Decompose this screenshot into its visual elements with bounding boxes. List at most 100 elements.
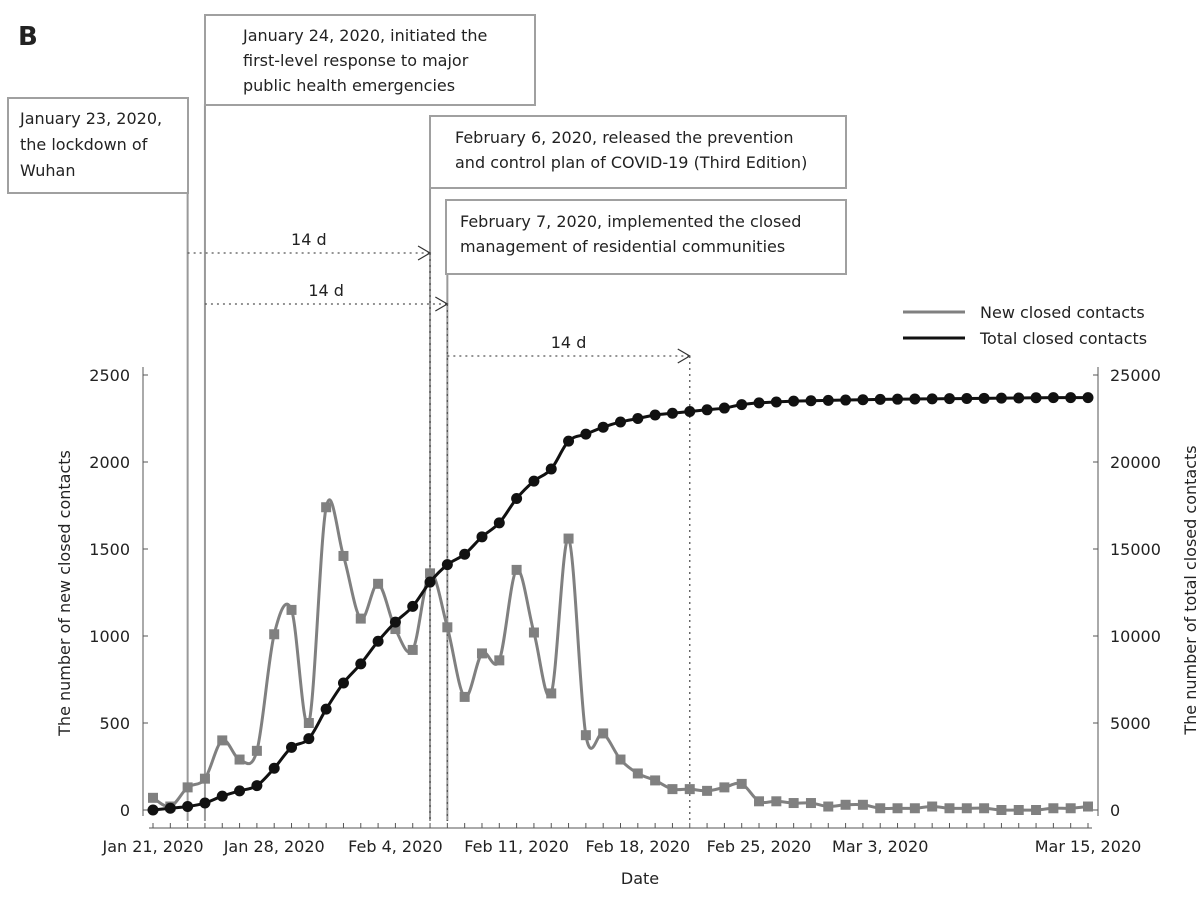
new-closed-contacts-point: [148, 792, 158, 803]
total-closed-contacts-point: [1013, 392, 1025, 404]
left-tick-label: 2000: [89, 453, 130, 472]
new-closed-contacts-point: [303, 718, 314, 728]
x-tick-label: Feb 18, 2020: [585, 837, 690, 856]
new-closed-contacts-point: [944, 803, 955, 814]
total-closed-contacts-point: [978, 392, 990, 404]
event-text: Wuhan: [20, 161, 75, 180]
new-closed-contacts-point: [961, 803, 972, 814]
total-closed-contacts-point: [511, 493, 523, 505]
new-closed-contacts-point: [650, 775, 661, 786]
total-closed-contacts-point: [1047, 392, 1059, 404]
new-closed-contacts-point: [857, 799, 868, 810]
x-axis-title: Date: [621, 869, 659, 888]
new-closed-contacts-point: [788, 798, 799, 809]
new-closed-contacts-point: [182, 782, 193, 793]
legend-label-total-closed-contacts: Total closed contacts: [979, 329, 1147, 348]
x-tick-label: Jan 28, 2020: [223, 837, 325, 856]
new-closed-contacts-point: [615, 754, 626, 765]
new-closed-contacts-point: [979, 803, 990, 814]
total-closed-contacts-point: [632, 413, 644, 424]
new-closed-contacts-point: [632, 768, 643, 779]
left-tick-label: 1000: [89, 627, 130, 646]
right-tick-label: 15000: [1110, 540, 1161, 559]
new-closed-contacts-point: [476, 648, 487, 659]
event-text: January 24, 2020, initiated the: [242, 26, 487, 45]
total-closed-contacts-point: [372, 635, 384, 647]
event-text: public health emergencies: [243, 76, 455, 95]
new-closed-contacts-point: [234, 754, 245, 765]
total-closed-contacts-point: [857, 394, 869, 406]
total-closed-contacts-point: [424, 576, 436, 588]
total-closed-contacts-point: [389, 616, 401, 628]
new-closed-contacts-point: [771, 796, 782, 807]
new-closed-contacts-point: [1065, 803, 1076, 814]
total-closed-contacts-point: [892, 393, 904, 405]
new-closed-contacts-point: [390, 624, 401, 635]
new-closed-contacts-point: [355, 613, 366, 624]
new-closed-contacts-point: [442, 622, 453, 633]
total-closed-contacts-point: [355, 658, 367, 670]
event-text: first-level response to major: [243, 51, 469, 70]
right-tick-label: 5000: [1110, 714, 1151, 733]
total-closed-contacts-point: [216, 790, 228, 802]
x-tick-label: Jan 21, 2020: [102, 837, 204, 856]
x-tick-label: Mar 15, 2020: [1035, 837, 1142, 856]
new-closed-contacts-point: [528, 627, 539, 638]
total-closed-contacts-point: [649, 409, 661, 421]
total-closed-contacts-point: [684, 406, 696, 418]
legend-label-new-closed-contacts: New closed contacts: [980, 303, 1145, 322]
new-closed-contacts-point: [875, 803, 886, 814]
total-closed-contacts-point: [251, 780, 263, 792]
right-axis-title: The number of total closed contacts: [1181, 445, 1199, 735]
event-text: February 7, 2020, implemented the closed: [460, 212, 801, 231]
panel-label: B: [18, 22, 38, 52]
new-closed-contacts-point: [667, 784, 678, 795]
new-closed-contacts-point: [1013, 805, 1024, 815]
x-tick-label: Feb 25, 2020: [707, 837, 812, 856]
total-closed-contacts-point: [736, 399, 748, 411]
event-annotations: January 23, 2020, the lockdown of Wuhan Jan…: [7, 14, 847, 821]
new-closed-contacts-point: [269, 629, 280, 640]
new-closed-contacts-point: [425, 568, 436, 579]
event-box: [445, 199, 847, 275]
total-closed-contacts-point: [493, 517, 505, 529]
total-closed-contacts-point: [234, 785, 246, 797]
new-closed-contacts-point: [1048, 803, 1059, 814]
x-tick-label: Feb 4, 2020: [348, 837, 442, 856]
x-tick-label: Mar 3, 2020: [832, 837, 928, 856]
total-closed-contacts-point: [666, 407, 678, 419]
new-closed-contacts-point: [719, 782, 730, 793]
total-closed-contacts-point: [459, 548, 471, 560]
new-closed-contacts-point: [996, 805, 1007, 815]
new-closed-contacts-point: [563, 533, 574, 544]
new-closed-contacts-point: [494, 655, 505, 666]
total-closed-contacts-point: [147, 804, 159, 816]
interval-label: 14 d: [308, 281, 344, 300]
total-closed-contacts-point: [528, 475, 540, 487]
new-closed-contacts-point: [373, 578, 384, 589]
new-closed-contacts-point: [251, 745, 262, 756]
new-closed-contacts-point: [1083, 801, 1093, 812]
new-closed-contacts-point: [840, 799, 851, 810]
new-closed-contacts-point: [407, 644, 418, 655]
total-closed-contacts-point: [995, 392, 1007, 404]
total-closed-contacts-point: [943, 393, 955, 405]
new-closed-contacts-point: [459, 691, 470, 702]
total-closed-contacts-point: [770, 396, 782, 408]
left-axis-title: The number of new closed contacts: [55, 450, 74, 737]
total-closed-contacts-point: [268, 762, 280, 774]
new-closed-contacts-point: [199, 773, 210, 784]
total-closed-contacts-point: [961, 392, 973, 404]
total-closed-contacts-point: [840, 394, 852, 406]
total-closed-contacts-point: [580, 428, 592, 440]
left-tick-label: 0: [120, 801, 130, 820]
right-tick-label: 25000: [1110, 366, 1161, 385]
total-closed-contacts-point: [874, 393, 886, 405]
event-text: the lockdown of: [20, 135, 148, 154]
left-tick-label: 1500: [89, 540, 130, 559]
legend: New closed contacts Total closed contacts: [903, 303, 1147, 348]
total-closed-contacts-point: [337, 677, 349, 689]
total-closed-contacts-point: [909, 393, 921, 405]
event-text: January 23, 2020,: [19, 109, 162, 128]
